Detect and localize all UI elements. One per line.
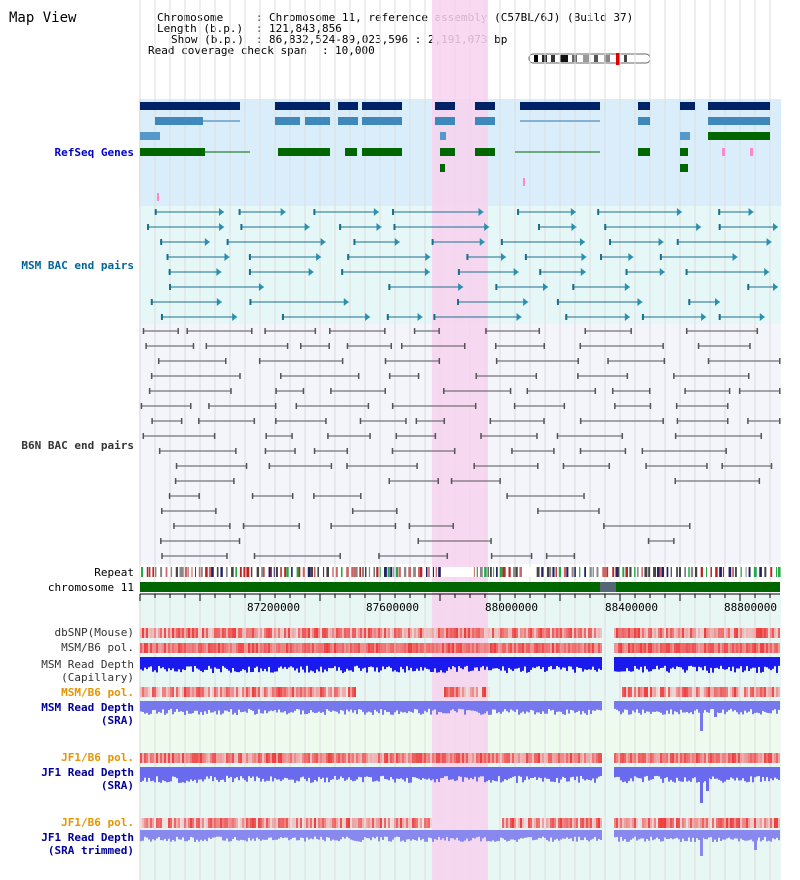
- msm-bac-features[interactable]: [147, 208, 778, 321]
- ruler-tick-label: 88800000: [724, 601, 777, 614]
- coverage-value: 10,000: [335, 44, 375, 57]
- ruler-tick-label: 87600000: [366, 601, 419, 614]
- ruler-tick-label: 88400000: [605, 601, 658, 614]
- track-label-repeat: Repeat: [94, 566, 134, 579]
- track-label-msm-pol: MSM/B6 pol.: [61, 641, 134, 654]
- length-label: Length (b.p.): [157, 22, 244, 35]
- refseq-gene-features[interactable]: [140, 102, 770, 201]
- track-label-b6n-bac[interactable]: B6N BAC end pairs: [21, 439, 134, 452]
- track-label-jf1-pol: JF1/B6 pol.: [61, 751, 134, 764]
- selected-region-highlight: [432, 0, 488, 880]
- track-label-msm-bac[interactable]: MSM BAC end pairs: [21, 259, 134, 272]
- chromosome-bar: [140, 582, 780, 592]
- page-title: Map View: [9, 10, 77, 26]
- track-label-refseq-genes[interactable]: RefSeq Genes: [54, 146, 134, 159]
- track-label-msm-pol-2: MSM/B6 pol.: [61, 686, 134, 699]
- chromosome-label: Chromosome: [157, 11, 224, 24]
- track-label-chromosome: chromosome 11: [47, 581, 134, 594]
- b6n-bac-features[interactable]: [140, 328, 781, 559]
- track-label-msm-depth-sra: MSM Read Depth (SRA): [41, 701, 134, 727]
- ruler-tick-label: 87200000: [247, 601, 300, 614]
- track-label-jf1-depth-trimmed: JF1 Read Depth (SRA trimmed): [41, 831, 134, 857]
- repeat-features[interactable]: [140, 567, 781, 577]
- track-label-jf1-pol-2: JF1/B6 pol.: [61, 816, 134, 829]
- grid-lines: [139, 0, 771, 880]
- heat-tracks[interactable]: [140, 628, 780, 856]
- show-label: Show (b.p.): [171, 33, 244, 46]
- track-label-dbsnp: dbSNP(Mouse): [54, 626, 134, 639]
- coverage-label: Read coverage check span: [148, 44, 307, 57]
- track-label-jf1-depth-sra: JF1 Read Depth (SRA): [41, 766, 134, 792]
- ruler-tick-label: 88000000: [485, 601, 538, 614]
- track-label-msm-depth-capillary: MSM Read Depth (Capillary): [41, 658, 134, 684]
